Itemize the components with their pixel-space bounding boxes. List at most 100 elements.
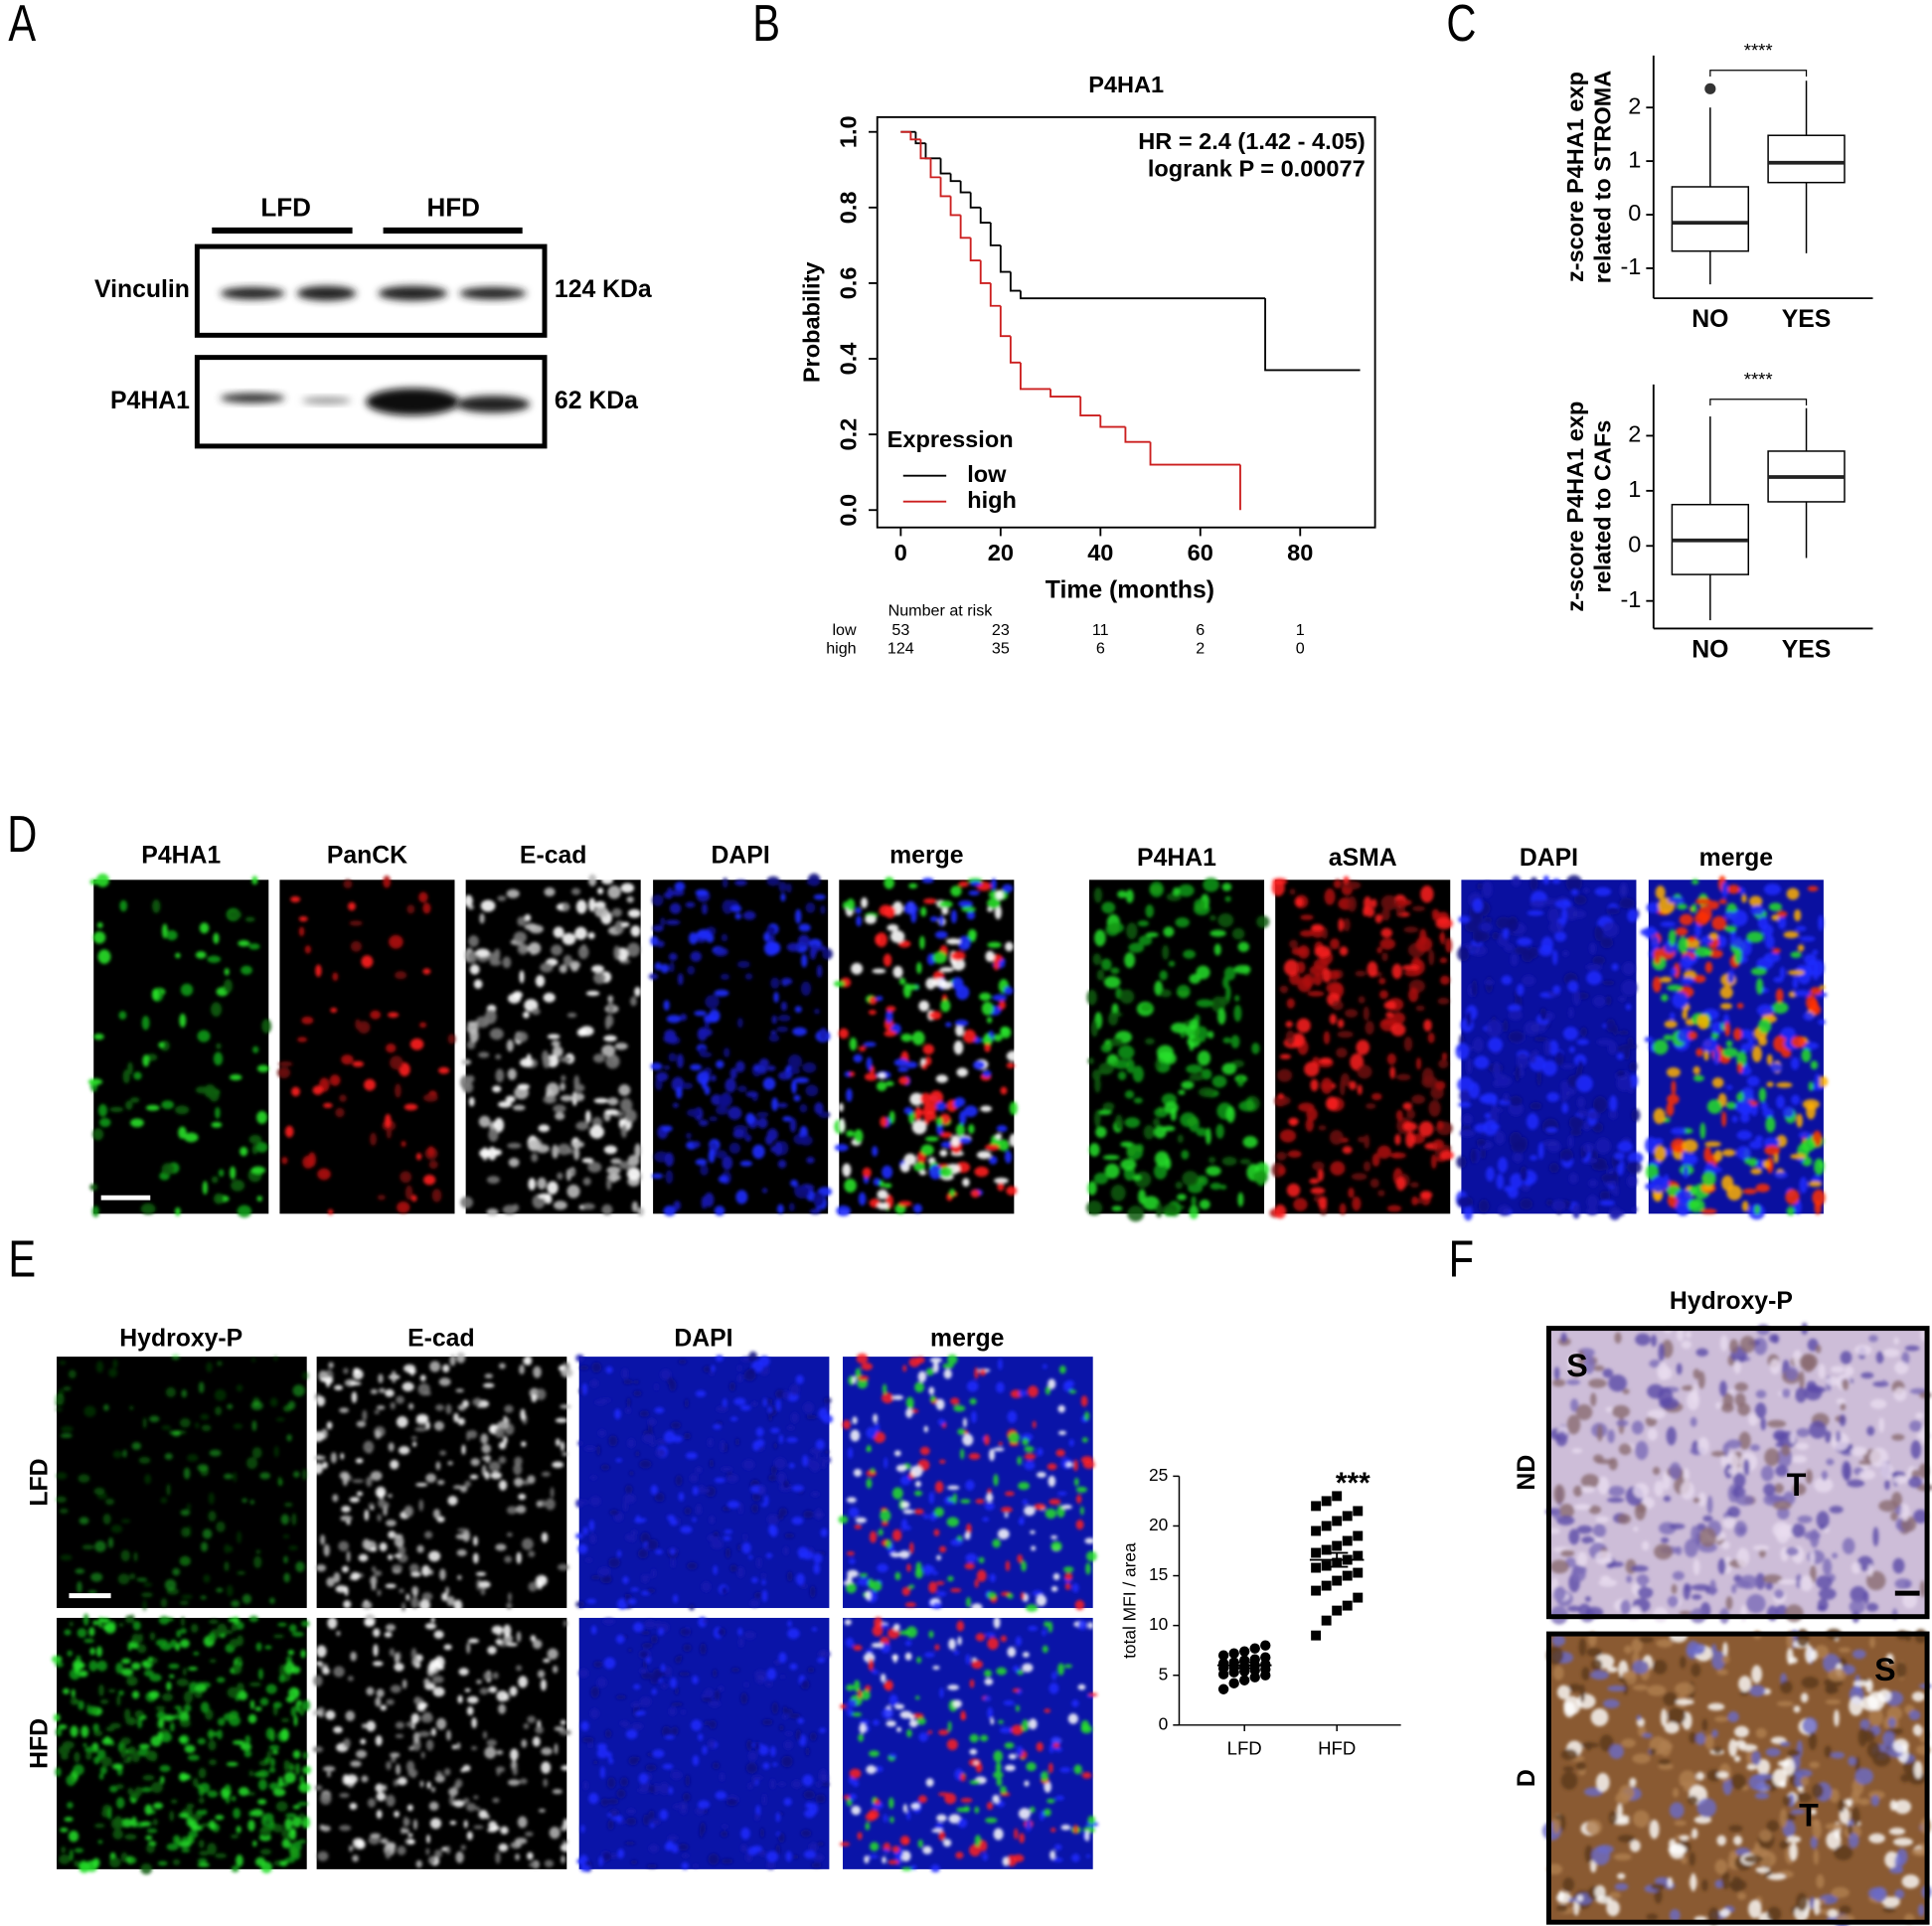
texture-blob [172, 1714, 181, 1720]
texture-blob [886, 1006, 896, 1013]
texture-blob [314, 1785, 323, 1791]
texture-blob [772, 1762, 778, 1767]
channel-label: Hydroxy-P [119, 1325, 242, 1352]
texture-blob [405, 1593, 410, 1601]
texture-blob [464, 1687, 471, 1692]
texture-blob [1724, 1021, 1731, 1038]
texture-blob [1587, 1111, 1600, 1120]
texture-blob [660, 917, 666, 926]
texture-blob [1602, 1368, 1614, 1378]
texture-blob [197, 1030, 211, 1043]
texture-blob [327, 1771, 331, 1778]
texture-blob [953, 1041, 964, 1055]
texture-blob [851, 962, 864, 975]
texture-blob [416, 1544, 424, 1553]
data-point [1332, 1605, 1343, 1616]
texture-blob [1305, 1117, 1314, 1132]
texture-blob [756, 1556, 762, 1569]
texture-blob [1047, 1475, 1056, 1488]
texture-blob [1286, 998, 1295, 1009]
texture-blob [898, 1076, 909, 1085]
texture-blob [950, 1135, 961, 1147]
texture-blob [597, 887, 604, 894]
texture-blob [1555, 1431, 1568, 1447]
texture-blob [1687, 935, 1696, 942]
texture-blob [765, 1682, 773, 1687]
texture-blob [790, 1383, 800, 1396]
texture-blob [946, 1517, 959, 1527]
texture-blob [695, 1505, 703, 1516]
texture-blob [895, 1464, 907, 1473]
texture-blob [1660, 1536, 1670, 1543]
texture-blob [1660, 921, 1677, 927]
texture-blob [909, 1714, 915, 1721]
survival-step [999, 244, 1011, 273]
texture-blob [614, 919, 625, 934]
texture-blob [1570, 1128, 1582, 1137]
texture-blob [684, 1398, 689, 1409]
texture-blob [375, 1735, 383, 1746]
texture-blob [1635, 1333, 1651, 1347]
texture-blob [1597, 1476, 1610, 1495]
texture-blob [1878, 1500, 1898, 1513]
texture-blob [716, 1105, 728, 1115]
texture-blob [451, 1744, 457, 1750]
data-point [1217, 1684, 1229, 1694]
texture-blob [395, 971, 407, 980]
texture-blob [965, 1553, 978, 1563]
texture-blob [453, 1599, 463, 1612]
texture-blob [801, 1550, 814, 1560]
texture-blob [1484, 1112, 1491, 1119]
survival-step [959, 181, 971, 194]
texture-blob [884, 1030, 897, 1038]
texture-blob [1790, 951, 1802, 959]
texture-blob [1866, 1741, 1880, 1759]
texture-blob [724, 1547, 731, 1559]
texture-blob [395, 1733, 404, 1739]
texture-blob [854, 1525, 863, 1529]
texture-blob [771, 1015, 777, 1025]
texture-blob [504, 1404, 514, 1413]
texture-blob [1781, 1048, 1792, 1058]
texture-blob [914, 1481, 921, 1488]
texture-blob [1825, 1698, 1842, 1705]
texture-blob [1572, 1564, 1587, 1575]
texture-blob [1272, 878, 1288, 885]
texture-blob [237, 1204, 252, 1218]
texture-blob [882, 1165, 893, 1180]
texture-blob [1440, 1150, 1454, 1161]
texture-blob [231, 1865, 240, 1872]
texture-blob [192, 1777, 199, 1788]
texture-blob [915, 1357, 925, 1364]
texture-blob [1351, 1173, 1368, 1181]
texture-blob [396, 1395, 404, 1404]
texture-blob [131, 1690, 140, 1699]
texture-blob [281, 1839, 291, 1848]
texture-blob [562, 901, 569, 912]
texture-blob [975, 1499, 985, 1505]
texture-blob [390, 1752, 401, 1758]
texture-blob [1737, 1402, 1751, 1416]
texture-blob [925, 1778, 934, 1787]
texture-blob [1606, 1497, 1625, 1504]
texture-blob [1882, 1348, 1900, 1358]
texture-blob [1031, 1545, 1037, 1551]
texture-blob [509, 1685, 518, 1696]
texture-blob [1075, 1520, 1084, 1530]
y-tick-label: 1.0 [836, 115, 862, 148]
texture-blob [169, 1430, 182, 1435]
texture-blob [1907, 1476, 1922, 1488]
texture-blob [1843, 1462, 1852, 1482]
texture-blob [558, 1563, 569, 1571]
texture-blob [1498, 1075, 1512, 1087]
texture-blob [876, 996, 884, 1002]
texture-blob [373, 1644, 379, 1657]
texture-blob [1043, 1808, 1051, 1817]
texture-blob [900, 1501, 910, 1509]
texture-blob [899, 1710, 912, 1719]
texture-blob [1687, 1390, 1699, 1410]
y-tick-label: 25 [1149, 1465, 1168, 1485]
texture-blob [121, 1658, 131, 1665]
texture-blob [394, 1534, 404, 1548]
texture-blob [415, 1859, 422, 1868]
